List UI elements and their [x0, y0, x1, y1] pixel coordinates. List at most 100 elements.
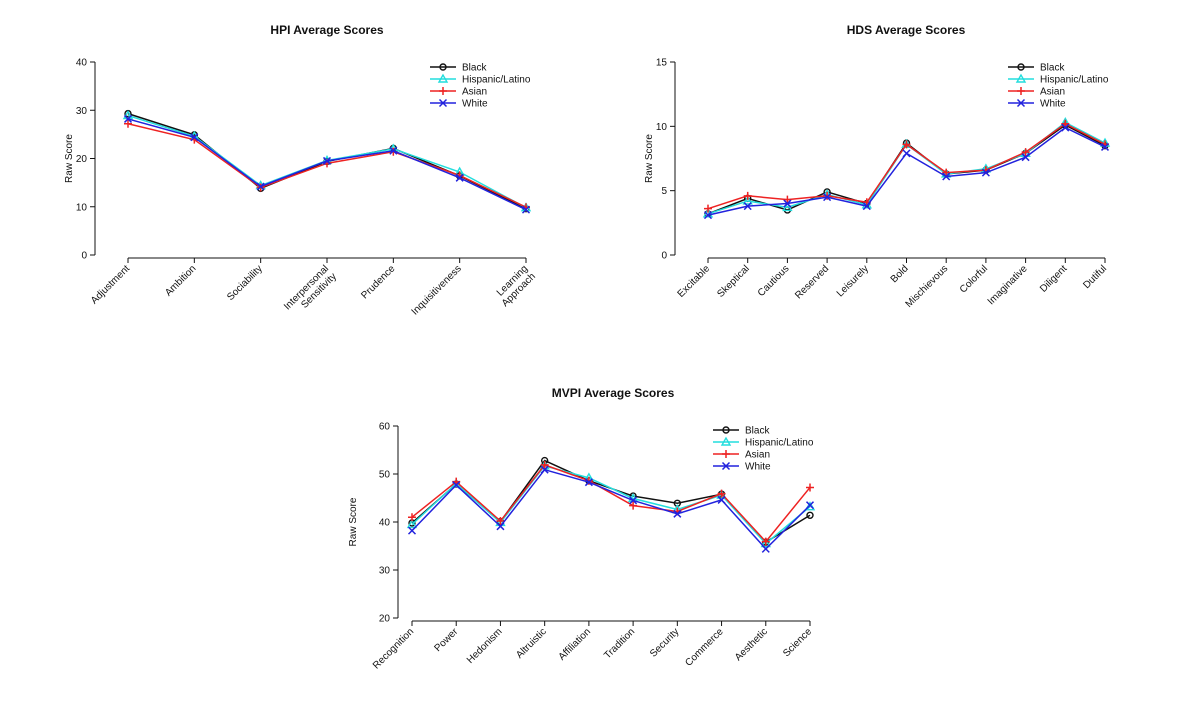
series-hispanic-latino [702, 117, 1111, 218]
data-point-white [703, 211, 713, 220]
data-point-hispanic-latino [406, 518, 418, 529]
series-white [407, 465, 815, 553]
data-point-white [322, 156, 332, 165]
legend-marker-hispanic-latino [1015, 73, 1027, 83]
legend-label-hispanic-latino: Hispanic/Latino [462, 75, 531, 86]
y-axis-label: Raw Score [348, 497, 359, 546]
data-point-asian [743, 191, 752, 200]
y-tick-label: 5 [661, 186, 667, 197]
x-tick-label-commerce: Commerce [683, 626, 726, 669]
data-point-asian [717, 489, 726, 498]
data-point-asian [806, 483, 814, 492]
data-point-white [743, 202, 752, 211]
legend-marker-black [1017, 63, 1025, 71]
data-point-white [862, 202, 871, 211]
x-tick-label-power: Power [433, 626, 461, 654]
legend-marker-black [439, 63, 447, 71]
data-point-white [761, 544, 770, 553]
y-tick-label: 40 [379, 518, 391, 529]
series-line-asian [707, 122, 1106, 210]
legend-label-hispanic-latino: Hispanic/Latino [1040, 75, 1109, 86]
data-point-white [981, 168, 990, 177]
chart-title: HDS Average Scores [847, 23, 966, 37]
x-tick-label-science: Science [781, 626, 814, 659]
x-tick-label-learning-approach: LearningApproach [492, 263, 538, 309]
legend-label-white: White [1040, 99, 1066, 110]
x-tick-label-aesthetic: Aesthetic [733, 626, 770, 663]
chart-hds: HDS Average Scores 0 5 10 15 Raw Score Excitab… [644, 23, 1111, 310]
y-tick-label: 30 [379, 566, 391, 577]
x-tick-label-mischievous: Mischievous [904, 263, 951, 310]
data-point-white [629, 496, 638, 505]
data-point-asian [942, 168, 951, 177]
series-line-black [411, 459, 811, 544]
chart-title: HPI Average Scores [270, 23, 383, 37]
data-point-asian [496, 517, 505, 526]
y-tick-label: 40 [76, 58, 88, 69]
data-point-white [521, 205, 531, 214]
legend-marker-asian [1017, 87, 1025, 95]
x-tick-label-prudence: Prudence [359, 263, 397, 301]
data-point-white [1100, 142, 1110, 151]
data-point-white [584, 478, 593, 487]
legend-marker-hispanic-latino [437, 73, 449, 83]
data-point-white [256, 182, 265, 191]
series-asian [408, 460, 814, 546]
data-point-white [452, 481, 461, 490]
x-tick-label-inquisitiveness: Inquisitiveness [410, 263, 464, 317]
legend-marker-asian [722, 450, 730, 458]
data-point-black [806, 511, 814, 519]
data-point-white [1061, 123, 1070, 132]
data-point-asian [540, 460, 549, 469]
x-tick-label-dutiful: Dutiful [1081, 263, 1109, 291]
series-white [703, 123, 1110, 220]
x-tick-label-affiliation: Affiliation [557, 626, 593, 662]
x-tick-label-colorful: Colorful [958, 263, 990, 295]
x-tick-label-leisurely: Leisurely [835, 263, 871, 299]
x-tick-label-diligent: Diligent [1038, 263, 1070, 295]
y-tick-label: 10 [76, 202, 88, 213]
data-point-white [717, 495, 726, 504]
series-line-hispanic-latino [707, 121, 1106, 215]
legend-marker-asian [439, 87, 447, 95]
legend-marker-white [438, 98, 448, 108]
data-point-asian [1061, 119, 1070, 128]
x-tick-label-skeptical: Skeptical [715, 263, 751, 299]
x-tick-label-adjustment: Adjustment [89, 263, 132, 306]
y-tick-label: 0 [661, 251, 667, 262]
data-point-hispanic-latino [782, 201, 793, 212]
data-point-hispanic-latino [760, 538, 771, 548]
x-tick-label-imaginative: Imaginative [986, 263, 1030, 307]
x-tick-label-ambition: Ambition [163, 263, 198, 298]
data-point-asian [629, 501, 638, 510]
y-axis-label: Raw Score [644, 134, 655, 183]
data-point-white [407, 526, 417, 535]
data-point-white [123, 114, 133, 123]
chart-mvpi: MVPI Average Scores 20 30 40 50 60 Raw Score Re… [348, 386, 816, 671]
data-point-white [805, 501, 815, 510]
series-line-asian [411, 463, 811, 543]
data-point-white [823, 193, 832, 202]
data-point-white [1021, 153, 1030, 162]
y-tick-label: 60 [379, 422, 391, 433]
x-tick-label-altruistic: Altruistic [514, 626, 549, 661]
data-point-white [783, 199, 792, 208]
data-point-white [455, 173, 464, 182]
legend-marker-black [722, 426, 730, 434]
legend-marker-white [721, 461, 731, 471]
data-point-asian [783, 195, 792, 204]
legend-label-black: Black [462, 63, 487, 74]
x-tick-label-recognition: Recognition [371, 626, 416, 671]
x-tick-label-security: Security [648, 626, 681, 659]
data-point-white [673, 509, 682, 518]
data-point-hispanic-latino [742, 195, 753, 205]
x-tick-label-interpersonal-sensitivity: InterpersonalSensitivity [282, 263, 339, 320]
legend-label-white: White [462, 99, 488, 110]
data-point-white [942, 172, 951, 181]
data-point-asian [761, 537, 770, 546]
data-point-asian [823, 191, 832, 200]
data-point-asian [124, 119, 132, 128]
x-tick-label-tradition: Tradition [602, 626, 637, 661]
